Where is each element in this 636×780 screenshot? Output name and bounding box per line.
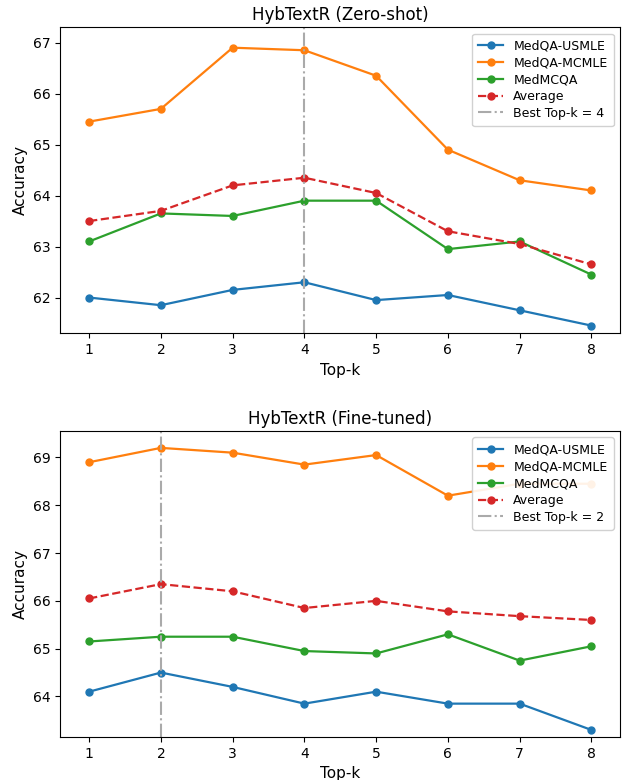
MedQA-MCMLE — [301, 460, 308, 470]
Average — [516, 612, 523, 621]
Average — [588, 615, 595, 625]
MedQA-MCMLE — [516, 479, 523, 488]
Average — [157, 580, 165, 589]
MedQA-MCMLE — [157, 443, 165, 452]
Legend: MedQA-USMLE, MedQA-MCMLE, MedMCQA, Average, Best Top-k = 2: MedQA-USMLE, MedQA-MCMLE, MedMCQA, Avera… — [472, 438, 614, 530]
MedQA-USMLE — [157, 668, 165, 677]
Average — [301, 604, 308, 613]
Line: MedMCQA: MedMCQA — [86, 631, 595, 664]
MedQA-MCMLE — [301, 45, 308, 55]
MedMCQA — [516, 656, 523, 665]
MedMCQA — [229, 632, 237, 641]
Average — [229, 181, 237, 190]
Line: MedQA-MCMLE: MedQA-MCMLE — [86, 445, 595, 499]
MedQA-MCMLE — [372, 450, 380, 459]
MedQA-USMLE — [301, 699, 308, 708]
MedQA-MCMLE — [85, 458, 93, 467]
MedMCQA — [372, 196, 380, 205]
MedMCQA — [85, 636, 93, 646]
MedQA-MCMLE — [229, 43, 237, 52]
MedQA-USMLE — [85, 687, 93, 697]
Average — [444, 226, 452, 236]
MedQA-MCMLE — [516, 176, 523, 185]
MedMCQA — [516, 237, 523, 246]
MedMCQA — [444, 244, 452, 254]
MedQA-USMLE — [588, 725, 595, 735]
MedMCQA — [157, 209, 165, 218]
Average — [516, 239, 523, 249]
MedQA-USMLE — [301, 278, 308, 287]
MedMCQA — [588, 270, 595, 279]
MedMCQA — [301, 647, 308, 656]
MedQA-USMLE — [516, 306, 523, 315]
Average — [85, 216, 93, 225]
MedQA-MCMLE — [85, 117, 93, 126]
MedMCQA — [157, 632, 165, 641]
Y-axis label: Accuracy: Accuracy — [12, 145, 27, 215]
Average — [229, 587, 237, 596]
MedQA-MCMLE — [588, 186, 595, 195]
Average — [301, 173, 308, 183]
MedMCQA — [301, 196, 308, 205]
Title: HybTextR (Fine-tuned): HybTextR (Fine-tuned) — [248, 410, 432, 428]
MedQA-MCMLE — [229, 448, 237, 457]
MedQA-USMLE — [157, 300, 165, 310]
MedQA-USMLE — [516, 699, 523, 708]
MedQA-MCMLE — [588, 479, 595, 488]
Line: MedQA-USMLE: MedQA-USMLE — [86, 278, 595, 329]
MedMCQA — [444, 629, 452, 639]
MedQA-USMLE — [372, 296, 380, 305]
X-axis label: Top-k: Top-k — [320, 767, 361, 780]
MedMCQA — [229, 211, 237, 221]
MedMCQA — [588, 642, 595, 651]
MedQA-USMLE — [229, 285, 237, 295]
Legend: MedQA-USMLE, MedQA-MCMLE, MedMCQA, Average, Best Top-k = 4: MedQA-USMLE, MedQA-MCMLE, MedMCQA, Avera… — [472, 34, 614, 126]
MedMCQA — [372, 649, 380, 658]
Y-axis label: Accuracy: Accuracy — [12, 549, 27, 619]
MedQA-USMLE — [372, 687, 380, 697]
Line: Average: Average — [86, 174, 595, 268]
Average — [444, 607, 452, 616]
MedQA-USMLE — [444, 699, 452, 708]
Average — [372, 188, 380, 197]
MedQA-USMLE — [229, 682, 237, 692]
Line: MedMCQA: MedMCQA — [86, 197, 595, 278]
Title: HybTextR (Zero-shot): HybTextR (Zero-shot) — [252, 6, 429, 24]
MedQA-USMLE — [588, 321, 595, 330]
MedQA-MCMLE — [444, 145, 452, 154]
Line: MedQA-MCMLE: MedQA-MCMLE — [86, 44, 595, 194]
MedQA-USMLE — [444, 290, 452, 300]
MedQA-MCMLE — [444, 491, 452, 500]
MedQA-MCMLE — [372, 71, 380, 80]
Average — [372, 596, 380, 605]
Line: MedQA-USMLE: MedQA-USMLE — [86, 669, 595, 733]
MedQA-USMLE — [85, 292, 93, 302]
Average — [157, 206, 165, 215]
Average — [85, 594, 93, 603]
Line: Average: Average — [86, 580, 595, 623]
Average — [588, 260, 595, 269]
X-axis label: Top-k: Top-k — [320, 363, 361, 378]
MedQA-MCMLE — [157, 105, 165, 114]
MedMCQA — [85, 237, 93, 246]
